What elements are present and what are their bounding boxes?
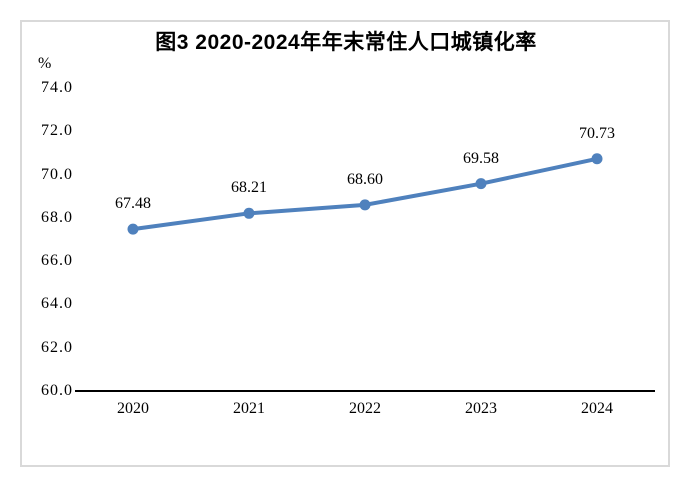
data-point-marker <box>475 178 487 190</box>
y-tick-label: 64.0 <box>41 295 73 313</box>
data-label: 68.60 <box>347 170 383 188</box>
x-tick-label: 2020 <box>117 400 149 417</box>
data-label: 70.73 <box>579 124 615 142</box>
chart-frame <box>20 20 670 467</box>
series-line <box>131 156 599 232</box>
y-tick-label: 66.0 <box>41 252 73 270</box>
data-point-marker <box>359 199 371 211</box>
data-label: 67.48 <box>115 195 151 213</box>
data-label: 69.58 <box>463 149 499 167</box>
y-tick-label: 72.0 <box>41 122 73 140</box>
data-point-marker <box>591 153 603 165</box>
x-tick-label: 2023 <box>465 400 497 417</box>
y-tick-label: 70.0 <box>41 165 73 183</box>
data-label: 68.21 <box>231 179 267 197</box>
y-tick-label: 74.0 <box>41 79 73 96</box>
y-tick-label: 60.0 <box>41 382 73 399</box>
x-tick-label: 2021 <box>233 400 265 417</box>
y-tick-label: 68.0 <box>41 208 73 226</box>
chart-title: 图3 2020-2024年年末常住人口城镇化率 <box>155 31 537 54</box>
y-axis-unit-label: % <box>38 55 52 72</box>
x-tick-label: 2022 <box>349 400 381 417</box>
y-tick-label: 62.0 <box>41 338 73 356</box>
x-tick-label: 2024 <box>581 400 613 417</box>
data-point-marker <box>127 223 139 235</box>
data-point-marker <box>243 207 255 219</box>
